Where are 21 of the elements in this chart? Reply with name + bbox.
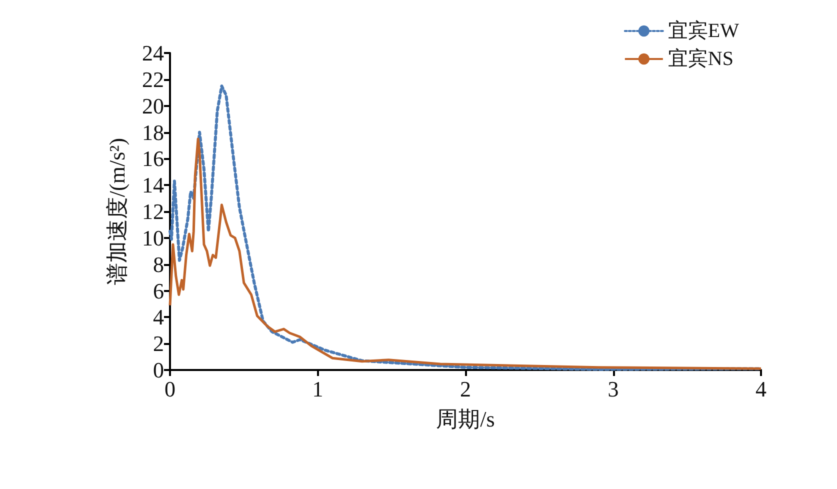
x-tick-label: 4 (756, 376, 766, 402)
y-tick-label: 2 (153, 331, 164, 356)
y-tick-label: 20 (142, 93, 164, 118)
x-tick-label: 1 (312, 376, 324, 402)
y-tick-label: 16 (142, 146, 164, 172)
x-tick-label: 2 (460, 376, 471, 402)
y-tick-label: 14 (142, 172, 164, 198)
y-tick-label: 0 (153, 358, 164, 382)
y-tick-label: 4 (153, 304, 164, 330)
x-axis-title: 周期/s (436, 406, 495, 432)
y-axis-title: 谱加速度/(m/s²) (104, 138, 130, 286)
y-tick-label: 8 (153, 252, 164, 277)
y-tick-label: 12 (142, 199, 164, 224)
y-tick-label: 24 (142, 40, 164, 66)
y-tick-label: 18 (142, 120, 164, 145)
y-tick-label: 22 (142, 66, 164, 92)
y-tick-label: 10 (142, 225, 164, 250)
y-tick-label: 6 (153, 278, 164, 304)
x-tick-label: 3 (608, 376, 619, 402)
legend-label: 宜宾NS (668, 47, 734, 70)
legend-label: 宜宾EW (668, 19, 740, 42)
